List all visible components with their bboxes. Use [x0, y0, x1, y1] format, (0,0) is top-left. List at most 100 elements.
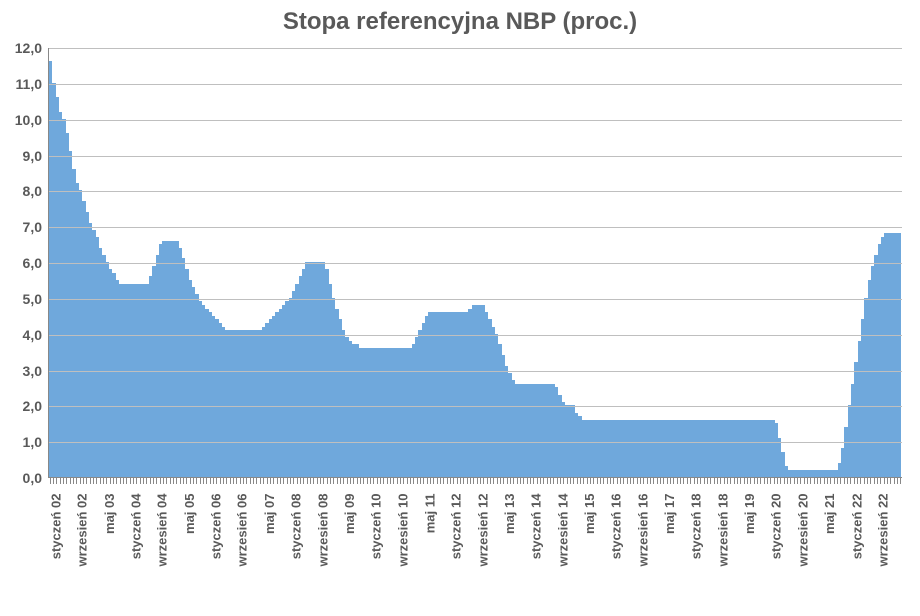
x-tick — [734, 478, 735, 484]
x-tick — [233, 478, 234, 484]
x-tick — [553, 478, 554, 484]
x-tick — [760, 478, 761, 484]
x-tick — [663, 478, 664, 484]
x-tick — [707, 478, 708, 484]
x-tick — [543, 478, 544, 484]
x-tick — [430, 478, 431, 484]
x-tick — [820, 478, 821, 484]
x-tick — [323, 478, 324, 484]
x-tick — [777, 478, 778, 484]
x-tick-label: styczeń 18 — [689, 494, 704, 560]
x-tick-label: styczeń 10 — [368, 494, 383, 560]
x-tick — [847, 478, 848, 484]
x-tick — [844, 478, 845, 484]
gridline — [49, 156, 902, 157]
x-tick — [213, 478, 214, 484]
x-tick — [76, 478, 77, 484]
x-tick — [277, 478, 278, 484]
x-tick — [163, 478, 164, 484]
x-tick — [60, 478, 61, 484]
x-tick — [487, 478, 488, 484]
x-tick — [477, 478, 478, 484]
x-tick — [267, 478, 268, 484]
x-tick — [210, 478, 211, 484]
x-tick — [717, 478, 718, 484]
x-tick-label: styczeń 04 — [128, 494, 143, 560]
x-tick-label: styczeń 14 — [529, 494, 544, 560]
y-tick-label: 11,0 — [16, 76, 42, 92]
x-tick — [160, 478, 161, 484]
x-tick — [253, 478, 254, 484]
gridline — [49, 120, 902, 121]
y-tick-label: 1,0 — [23, 434, 42, 450]
x-tick — [173, 478, 174, 484]
x-tick — [527, 478, 528, 484]
x-tick — [643, 478, 644, 484]
x-tick — [196, 478, 197, 484]
x-tick — [870, 478, 871, 484]
gridline — [49, 371, 902, 372]
x-tick — [353, 478, 354, 484]
x-tick — [206, 478, 207, 484]
x-tick — [497, 478, 498, 484]
x-tick — [627, 478, 628, 484]
x-tick — [797, 478, 798, 484]
x-tick — [340, 478, 341, 484]
x-axis-labels: styczeń 02wrzesień 02maj 03styczeń 04wrz… — [48, 486, 902, 616]
x-tick — [744, 478, 745, 484]
x-tick — [50, 478, 51, 484]
x-tick — [603, 478, 604, 484]
x-tick — [787, 478, 788, 484]
x-tick — [186, 478, 187, 484]
x-tick — [667, 478, 668, 484]
x-tick — [457, 478, 458, 484]
x-tick — [136, 478, 137, 484]
gridline — [49, 227, 902, 228]
x-tick-label: wrzesień 08 — [315, 494, 330, 567]
x-tick — [714, 478, 715, 484]
x-tick — [520, 478, 521, 484]
x-tick — [333, 478, 334, 484]
gridline — [49, 84, 902, 85]
x-tick — [630, 478, 631, 484]
x-tick — [470, 478, 471, 484]
x-tick — [417, 478, 418, 484]
x-tick — [513, 478, 514, 484]
x-tick — [830, 478, 831, 484]
x-tick — [110, 478, 111, 484]
x-tick — [523, 478, 524, 484]
x-tick — [840, 478, 841, 484]
x-tick — [640, 478, 641, 484]
x-tick — [373, 478, 374, 484]
x-tick — [747, 478, 748, 484]
x-tick — [490, 478, 491, 484]
x-tick — [223, 478, 224, 484]
x-tick — [126, 478, 127, 484]
x-tick — [547, 478, 548, 484]
x-tick — [657, 478, 658, 484]
x-tick — [320, 478, 321, 484]
x-tick-label: styczeń 08 — [288, 494, 303, 560]
x-tick — [200, 478, 201, 484]
x-tick — [300, 478, 301, 484]
x-tick — [563, 478, 564, 484]
x-tick — [363, 478, 364, 484]
x-tick — [130, 478, 131, 484]
x-tick-label: maj 05 — [182, 494, 197, 534]
x-tick-label: maj 17 — [662, 494, 677, 534]
x-tick — [313, 478, 314, 484]
x-tick — [867, 478, 868, 484]
x-tick — [140, 478, 141, 484]
x-tick — [283, 478, 284, 484]
x-tick — [767, 478, 768, 484]
x-tick-label: maj 13 — [502, 494, 517, 534]
x-tick — [483, 478, 484, 484]
x-tick — [593, 478, 594, 484]
x-tick — [467, 478, 468, 484]
x-tick — [880, 478, 881, 484]
y-tick-label: 5,0 — [23, 291, 42, 307]
x-tick — [303, 478, 304, 484]
x-tick — [814, 478, 815, 484]
x-tick — [503, 478, 504, 484]
x-tick — [407, 478, 408, 484]
